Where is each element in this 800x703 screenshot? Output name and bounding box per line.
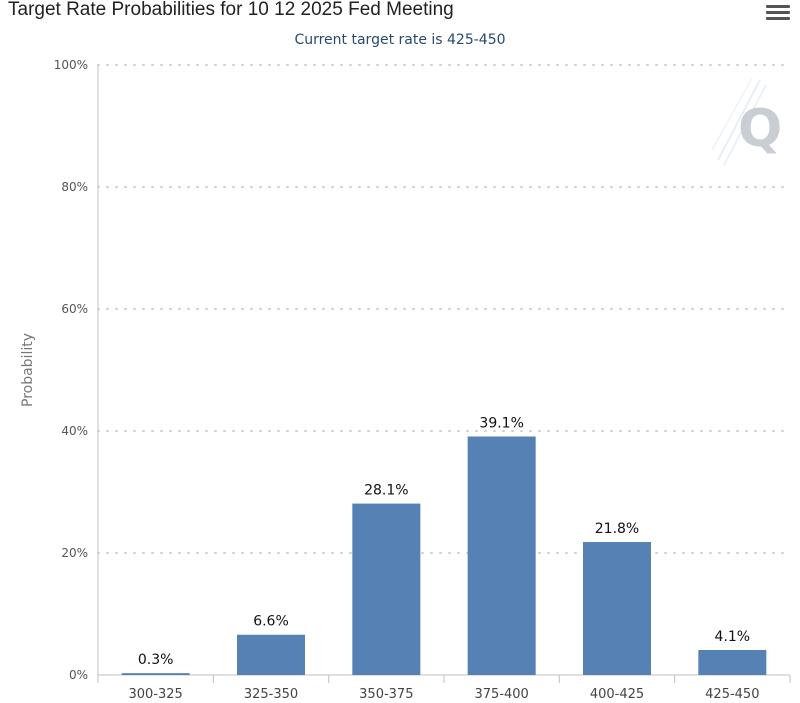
x-tick-label: 350-375 [359, 687, 413, 702]
bar[interactable] [583, 542, 651, 675]
data-label: 28.1% [364, 483, 408, 499]
x-tick-label: 400-425 [590, 687, 644, 702]
x-tick-label: 425-450 [705, 687, 759, 702]
x-tick-label: 300-325 [129, 687, 183, 702]
data-label: 21.8% [595, 521, 639, 537]
y-tick-label: 40% [61, 424, 88, 438]
bar[interactable] [237, 634, 305, 675]
data-label: 4.1% [715, 629, 751, 645]
data-label: 39.1% [479, 415, 523, 431]
x-tick-label: 375-400 [475, 687, 529, 702]
chart-subtitle: Current target rate is 425-450 [294, 32, 506, 48]
y-tick-label: 100% [54, 58, 88, 72]
y-tick-label: 80% [61, 180, 88, 194]
bar[interactable] [698, 649, 767, 675]
hamburger-menu-icon[interactable] [766, 5, 790, 25]
data-label: 0.3% [138, 652, 174, 668]
x-tick-label: 325-350 [244, 687, 298, 702]
y-tick-label: 20% [61, 546, 88, 560]
y-tick-label: 60% [61, 302, 88, 316]
y-axis-title: Probability [20, 333, 36, 407]
y-tick-label: 0% [69, 668, 88, 682]
data-label: 6.6% [253, 614, 289, 630]
q-logo-icon: Q [711, 77, 782, 166]
bar[interactable] [352, 503, 421, 675]
bar[interactable] [467, 436, 536, 675]
chart-title: Target Rate Probabilities for 10 12 2025… [8, 0, 454, 20]
svg-text:Q: Q [738, 99, 782, 159]
bar[interactable] [121, 673, 190, 675]
